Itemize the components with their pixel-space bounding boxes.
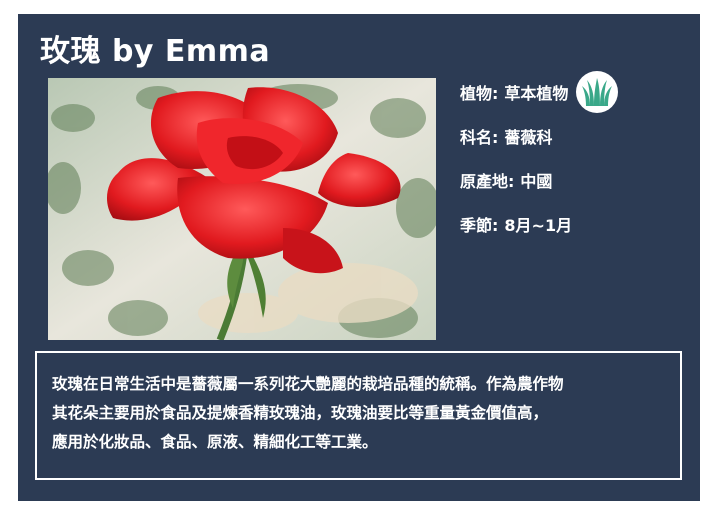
info-label: 植物: <box>460 84 499 103</box>
rose-photo <box>48 78 436 340</box>
rose-image <box>48 78 436 340</box>
info-label: 原產地: <box>460 172 515 191</box>
description-line: 其花朵主要用於食品及提煉香精玫瑰油，玫瑰油要比等重量黃金價值高， <box>52 404 549 422</box>
info-value: 8月~1月 <box>504 216 573 235</box>
info-row-family: 科名: 薔薇科 <box>460 114 690 158</box>
info-row-plant: 植物: 草本植物 <box>460 70 690 114</box>
description-line: 玫瑰在日常生活中是薔薇屬一系列花大艷麗的栽培品種的統稱。作為農作物 <box>52 375 564 393</box>
info-label: 季節: <box>460 216 499 235</box>
info-label: 科名: <box>460 128 499 147</box>
description-line: 應用於化妝品、食品、原液、精細化工等工業。 <box>52 433 378 451</box>
info-panel: 植物: 草本植物 科名: 薔薇科 原產地: 中國 <box>460 70 690 246</box>
grass-icon <box>576 71 619 113</box>
plant-card: 玫瑰 by Emma <box>18 14 700 501</box>
info-row-season: 季節: 8月~1月 <box>460 202 690 246</box>
info-value: 薔薇科 <box>504 128 553 147</box>
info-row-origin: 原產地: 中國 <box>460 158 690 202</box>
description-box: 玫瑰在日常生活中是薔薇屬一系列花大艷麗的栽培品種的統稱。作為農作物 其花朵主要用… <box>35 351 682 480</box>
info-value: 中國 <box>520 172 553 191</box>
info-value: 草本植物 <box>504 84 569 103</box>
card-title: 玫瑰 by Emma <box>40 34 271 69</box>
